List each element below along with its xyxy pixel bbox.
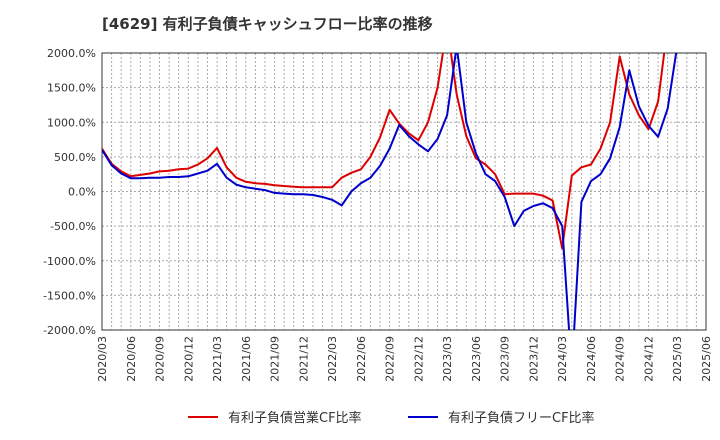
x-tick-label: 2022/03	[326, 336, 339, 382]
series-layer	[102, 53, 678, 330]
chart-title: [4629] 有利子負債キャッシュフロー比率の推移	[102, 15, 433, 33]
legend-label-1: 有利子負債営業CF比率	[228, 410, 362, 426]
x-tick-label: 2022/06	[355, 336, 368, 382]
x-tick-label: 2023/09	[499, 336, 512, 382]
legend-label-2: 有利子負債フリーCF比率	[448, 410, 595, 426]
x-tick-label: 2021/06	[240, 336, 253, 382]
y-tick-label: -1000.0%	[43, 255, 96, 268]
x-tick-label: 2024/12	[642, 336, 655, 382]
y-axis-ticks: 2000.0% 1500.0% 1000.0% 500.0% 0.0% -500.0% -1…	[43, 47, 96, 337]
x-tick-label: 2025/06	[700, 336, 713, 382]
x-tick-label: 2025/03	[671, 336, 684, 382]
x-tick-label: 2021/09	[269, 336, 282, 382]
x-axis-ticks: 2020/03 2020/06 2020/09 2020/12 2021/03 2021/…	[96, 336, 713, 382]
y-tick-label: 2000.0%	[47, 47, 96, 60]
plot-border	[101, 52, 707, 331]
axes	[101, 52, 707, 331]
legend: 有利子負債営業CF比率 有利子負債フリーCF比率	[188, 410, 595, 426]
y-tick-label: 1000.0%	[47, 116, 96, 129]
y-tick-label: 500.0%	[54, 151, 96, 164]
x-tick-label: 2024/06	[585, 336, 598, 382]
series-line-1	[102, 53, 666, 250]
x-tick-label: 2024/09	[614, 336, 627, 382]
x-tick-label: 2023/06	[470, 336, 483, 382]
y-tick-label: -500.0%	[50, 220, 96, 233]
y-tick-label: -2000.0%	[43, 324, 96, 337]
x-tick-label: 2021/03	[211, 336, 224, 382]
x-tick-label: 2022/12	[412, 336, 425, 382]
x-tick-label: 2020/09	[154, 336, 167, 382]
x-tick-label: 2020/03	[96, 336, 109, 382]
y-tick-label: 1500.0%	[47, 82, 96, 95]
x-tick-label: 2021/12	[297, 336, 310, 382]
grid	[101, 52, 707, 331]
x-tick-label: 2020/12	[182, 336, 195, 382]
x-tick-label: 2022/09	[384, 336, 397, 382]
y-tick-label: -1500.0%	[43, 289, 96, 302]
x-tick-label: 2023/12	[527, 336, 540, 382]
series-line-2	[102, 53, 678, 330]
y-tick-label: 0.0%	[68, 186, 96, 199]
x-tick-label: 2020/06	[125, 336, 138, 382]
x-tick-label: 2024/03	[556, 336, 569, 382]
x-tick-label: 2023/03	[441, 336, 454, 382]
